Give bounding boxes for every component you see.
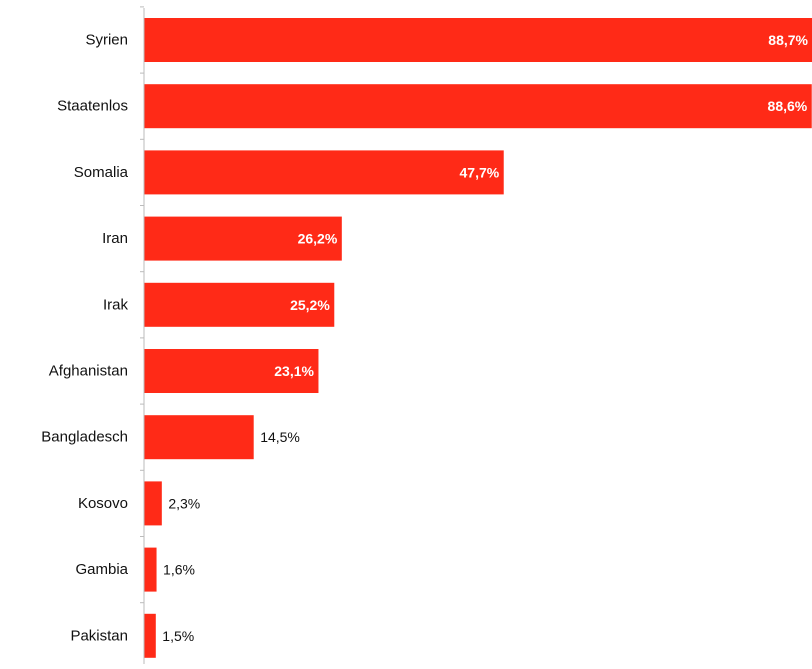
bar-bangladesch (145, 415, 254, 459)
category-label: Bangladesch (41, 429, 128, 446)
category-label: Syrien (85, 32, 128, 49)
value-label: 88,7% (768, 32, 808, 48)
bar-pakistan (145, 614, 156, 658)
value-label: 1,5% (162, 628, 194, 644)
bar-kosovo (145, 481, 162, 525)
value-label: 2,3% (168, 495, 200, 511)
bar-gambia (145, 548, 157, 592)
bar-staatenlos (145, 84, 812, 128)
value-label: 23,1% (274, 363, 314, 379)
category-label: Staatenlos (57, 98, 128, 115)
category-label: Afghanistan (49, 363, 128, 380)
value-label: 1,6% (163, 562, 195, 578)
value-label: 25,2% (290, 297, 330, 313)
category-label: Gambia (75, 561, 128, 578)
category-label: Somalia (74, 164, 129, 181)
category-label: Pakistan (70, 627, 128, 644)
category-axis (140, 7, 144, 664)
bars-group (145, 18, 812, 658)
bar-somalia (145, 150, 504, 194)
category-label: Irak (103, 296, 129, 313)
value-label: 14,5% (260, 429, 300, 445)
value-label: 26,2% (298, 231, 338, 247)
category-label: Kosovo (78, 495, 128, 512)
value-label: 88,6% (768, 98, 808, 114)
bar-syrien (145, 18, 812, 62)
value-label: 47,7% (460, 164, 500, 180)
category-label: Iran (102, 230, 128, 247)
